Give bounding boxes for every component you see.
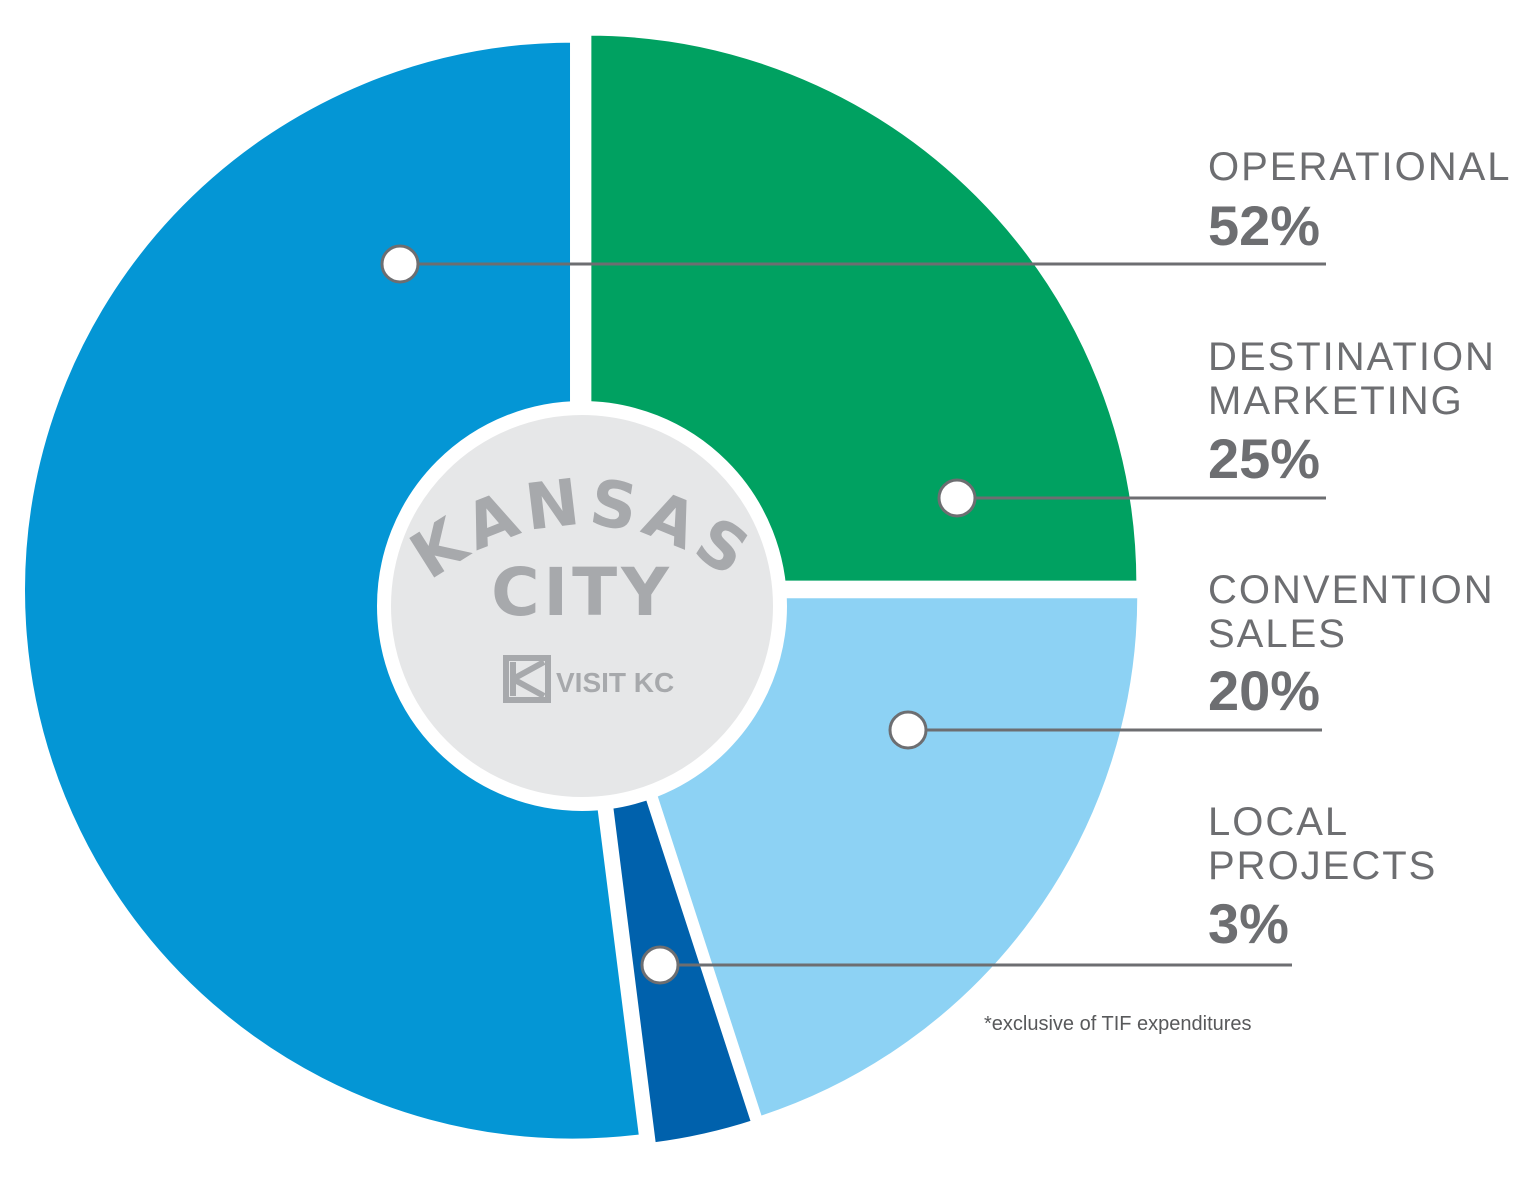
leader-dot-local-projects [640,945,680,985]
pie-slice-operational [19,36,646,1145]
pie-slice-destination-marketing [585,29,1143,587]
center-badge: KANSAS CITY VISIT KC [377,401,787,811]
leader-dot-destination-marketing [937,478,977,518]
slice-name-operational: OPERATIONAL [1208,145,1512,189]
slice-name-local-projects: LOCAL [1208,800,1349,844]
kc-mark-icon [503,655,551,703]
leader-lines [380,244,1326,985]
leader-dot-convention-sales [888,710,928,750]
brand-label: VISIT KC [556,667,674,698]
slice-name-destination-marketing: DESTINATION [1208,335,1496,379]
slice-name-convention-sales: SALES [1208,612,1347,656]
visit-kc-logo: VISIT KC [503,655,674,703]
slice-name-destination-marketing: MARKETING [1208,379,1464,423]
slice-value-convention-sales: 20% [1208,659,1320,722]
leader-dot-operational [380,244,420,284]
slice-name-local-projects: PROJECTS [1208,844,1437,888]
slice-value-local-projects: 3% [1208,892,1289,955]
slice-value-operational: 52% [1208,194,1320,257]
slice-name-convention-sales: CONVENTION [1208,568,1495,612]
slice-value-destination-marketing: 25% [1208,427,1320,490]
center-circle [377,401,787,811]
center-line2: CITY [491,554,673,631]
footnote: *exclusive of TIF expenditures [984,1013,1252,1035]
